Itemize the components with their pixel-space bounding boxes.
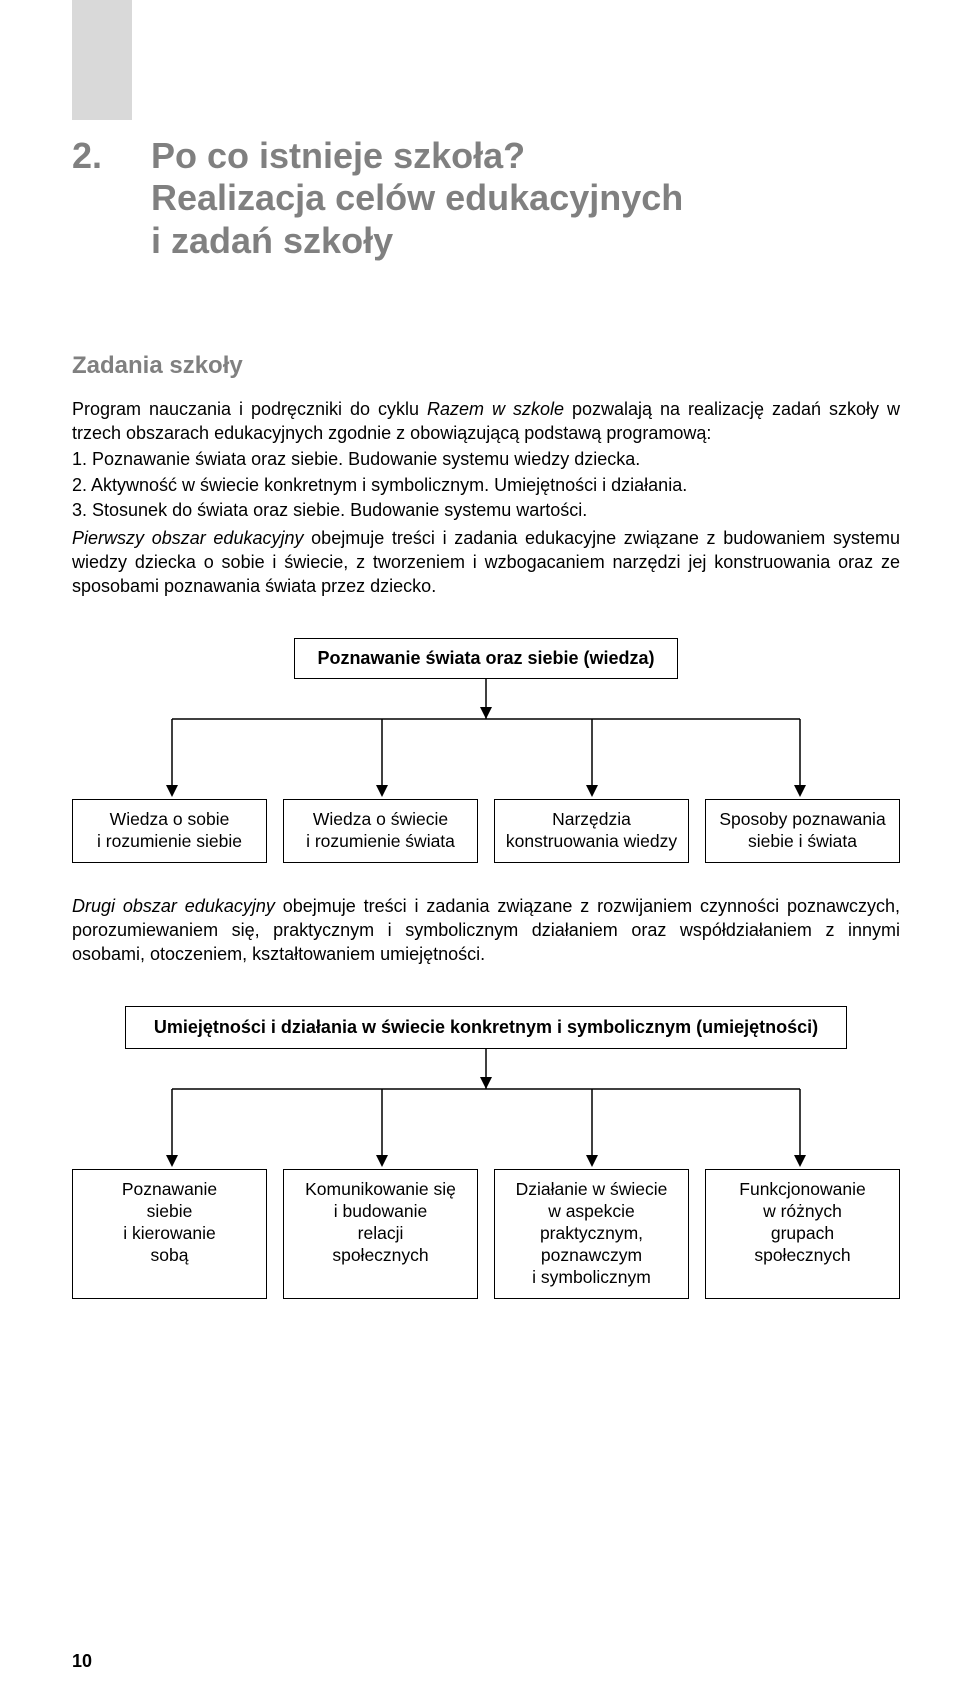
p2-lead-italic: Pierwszy obszar edukacyjny: [72, 528, 303, 548]
diagram-1: Poznawanie świata oraz siebie (wiedza) W…: [72, 638, 900, 863]
body-paragraph-1: Program nauczania i podręczniki do cyklu…: [72, 398, 900, 446]
diagram2-leaf-1: Poznawaniesiebiei kierowaniesobą: [72, 1169, 267, 1298]
diagram1-leaf-2: Wiedza o świeciei rozumienie świata: [283, 799, 478, 863]
diagram2-root: Umiejętności i działania w świecie konkr…: [125, 1006, 847, 1049]
chapter-title: Po co istnieje szkoła? Realizacja celów …: [151, 135, 900, 262]
p3-lead-italic: Drugi obszar edukacyjny: [72, 896, 275, 916]
diagram2-leaf-3: Działanie w świeciew aspekciepraktycznym…: [494, 1169, 689, 1298]
chapter-number: 2.: [72, 135, 102, 177]
diagram2-connector: [72, 1049, 900, 1169]
body-paragraph-2: Pierwszy obszar edukacyjny obejmuje treś…: [72, 527, 900, 598]
list-item-2: 2. Aktywność w świecie konkretnym i symb…: [72, 474, 900, 498]
chapter-header: 2. Po co istnieje szkoła? Realizacja cel…: [72, 0, 900, 262]
diagram1-leaf-4: Sposoby poznawaniasiebie i świata: [705, 799, 900, 863]
section-heading: Zadania szkoły: [72, 352, 900, 380]
diagram1-root: Poznawanie świata oraz siebie (wiedza): [294, 638, 677, 679]
chapter-title-line2: Realizacja celów edukacyjnych: [151, 177, 683, 218]
chapter-title-line1: Po co istnieje szkoła?: [151, 135, 525, 176]
list-item-1: 1. Poznawanie świata oraz siebie. Budowa…: [72, 448, 900, 472]
page-number: 10: [72, 1651, 92, 1672]
diagram2-leaf-4: Funkcjonowaniew różnychgrupachspołecznyc…: [705, 1169, 900, 1298]
diagram2-leaves: Poznawaniesiebiei kierowaniesobą Komunik…: [72, 1169, 900, 1298]
list-item-3: 3. Stosunek do świata oraz siebie. Budow…: [72, 499, 900, 523]
diagram1-leaves: Wiedza o sobiei rozumienie siebie Wiedza…: [72, 799, 900, 863]
diagram1-connector: [72, 679, 900, 799]
diagram-2: Umiejętności i działania w świecie konkr…: [72, 1006, 900, 1298]
p1-italic: Razem w szkole: [427, 399, 564, 419]
p1-text-a: Program nauczania i podręczniki do cyklu: [72, 399, 427, 419]
header-tab-decoration: [72, 0, 132, 120]
diagram1-leaf-3: Narzędziakonstruowania wiedzy: [494, 799, 689, 863]
diagram1-leaf-1: Wiedza o sobiei rozumienie siebie: [72, 799, 267, 863]
body-paragraph-3: Drugi obszar edukacyjny obejmuje treści …: [72, 895, 900, 966]
diagram2-leaf-2: Komunikowanie sięi budowanierelacjispołe…: [283, 1169, 478, 1298]
chapter-title-line3: i zadań szkoły: [151, 220, 393, 261]
